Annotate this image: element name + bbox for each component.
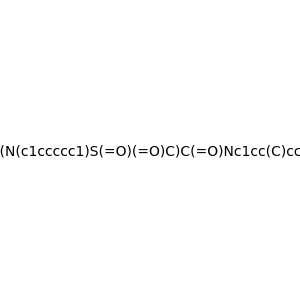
Text: CC(N(c1ccccc1)S(=O)(=O)C)C(=O)Nc1cc(C)ccc1C: CC(N(c1ccccc1)S(=O)(=O)C)C(=O)Nc1cc(C)cc…: [0, 145, 300, 158]
